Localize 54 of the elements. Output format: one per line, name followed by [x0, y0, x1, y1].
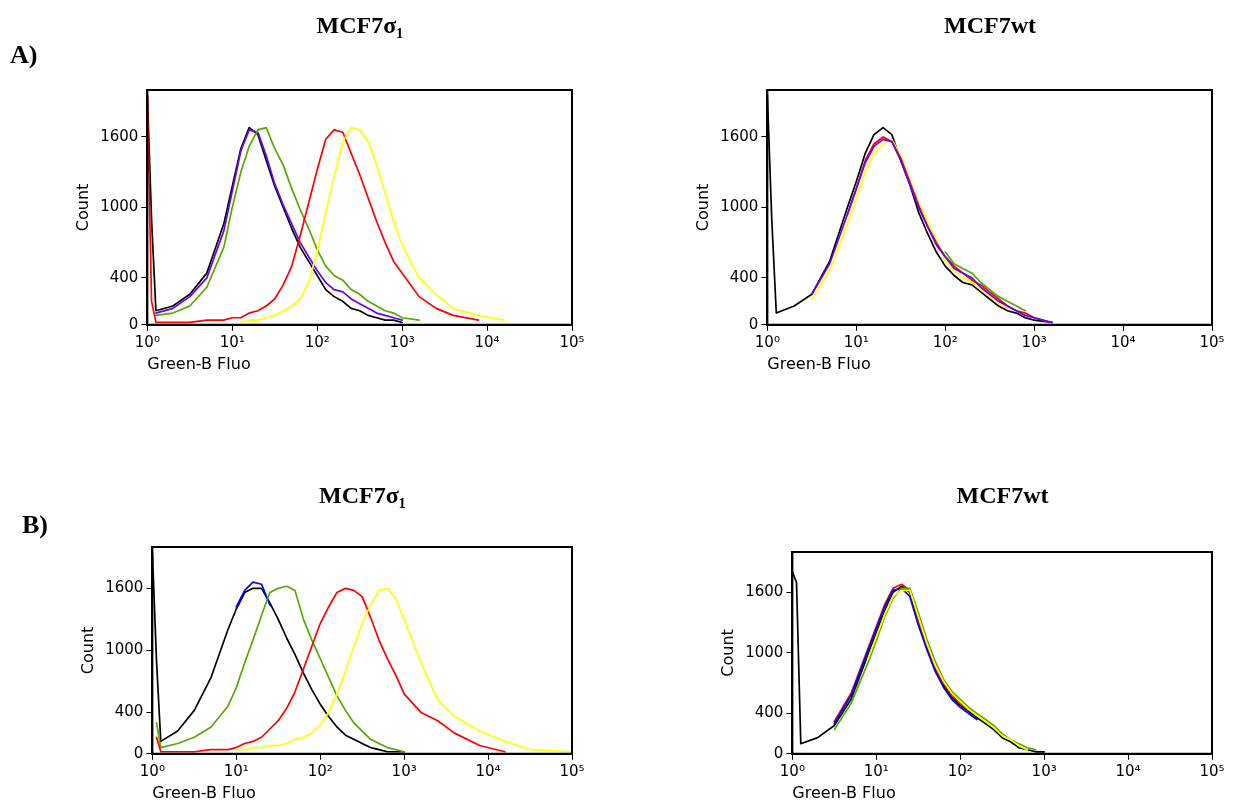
text: A) — [10, 40, 38, 70]
chart-title: MCF7σ₁ — [318, 482, 407, 509]
y-tick-label: 0 — [773, 743, 784, 762]
x-tick-label: 10⁴ — [475, 761, 501, 780]
y-tick-label: 1600 — [745, 582, 784, 601]
y-tick-label: 0 — [128, 314, 139, 333]
y-tick-label: 1600 — [105, 578, 144, 597]
x-axis-title: Green-B Fluo — [767, 353, 871, 373]
x-tick-label: 10² — [307, 761, 333, 780]
chart-title: MCF7σ₁ — [315, 12, 405, 39]
y-axis-title: Count — [692, 183, 712, 232]
text: B) — [22, 510, 48, 540]
x-axis-title: Green-B Fluo — [152, 782, 256, 802]
x-tick-label: 10⁴ — [474, 332, 500, 351]
x-tick-label: 10⁴ — [1110, 332, 1136, 351]
y-tick-label: 0 — [748, 314, 759, 333]
x-axis-title: Green-B Fluo — [147, 353, 251, 373]
x-tick-label: 10² — [304, 332, 330, 351]
y-tick-label: 1000 — [100, 197, 139, 216]
y-tick-label: 400 — [114, 702, 144, 721]
x-tick-label: 10¹ — [223, 761, 249, 780]
x-tick-label: 10⁵ — [1199, 761, 1225, 780]
y-tick-label: 1000 — [105, 640, 144, 659]
y-tick-label: 1600 — [100, 126, 139, 145]
x-tick-label: 10¹ — [219, 332, 245, 351]
x-tick-label: 10⁵ — [559, 761, 585, 780]
x-tick-label: 10¹ — [863, 761, 889, 780]
x-tick-label: 10⁰ — [779, 761, 805, 780]
x-tick-label: 10² — [932, 332, 958, 351]
y-tick-label: 1600 — [720, 126, 759, 145]
x-tick-label: 10⁴ — [1115, 761, 1141, 780]
chart-title: MCF7wt — [955, 482, 1050, 509]
x-tick-label: 10³ — [1031, 761, 1057, 780]
x-tick-label: 10³ — [1021, 332, 1047, 351]
y-axis-title: Count — [72, 183, 92, 232]
y-axis-title: Count — [717, 629, 737, 677]
x-tick-label: 10⁵ — [559, 332, 585, 351]
y-tick-label: 400 — [729, 267, 759, 286]
y-tick-label: 0 — [133, 743, 144, 762]
x-tick-label: 10⁰ — [754, 332, 780, 351]
y-tick-label: 1000 — [720, 197, 759, 216]
y-axis-title: Count — [77, 626, 97, 675]
x-tick-label: 10³ — [391, 761, 417, 780]
x-tick-label: 10⁰ — [134, 332, 160, 351]
y-tick-label: 400 — [109, 267, 139, 286]
y-tick-label: 400 — [754, 703, 784, 722]
x-tick-label: 10⁵ — [1199, 332, 1225, 351]
chart-title: MCF7wt — [943, 12, 1037, 39]
x-axis-title: Green-B Fluo — [792, 782, 896, 802]
x-tick-label: 10¹ — [843, 332, 869, 351]
y-tick-label: 1000 — [745, 642, 784, 661]
x-tick-label: 10⁰ — [139, 761, 165, 780]
x-tick-label: 10² — [947, 761, 973, 780]
x-tick-label: 10³ — [389, 332, 415, 351]
